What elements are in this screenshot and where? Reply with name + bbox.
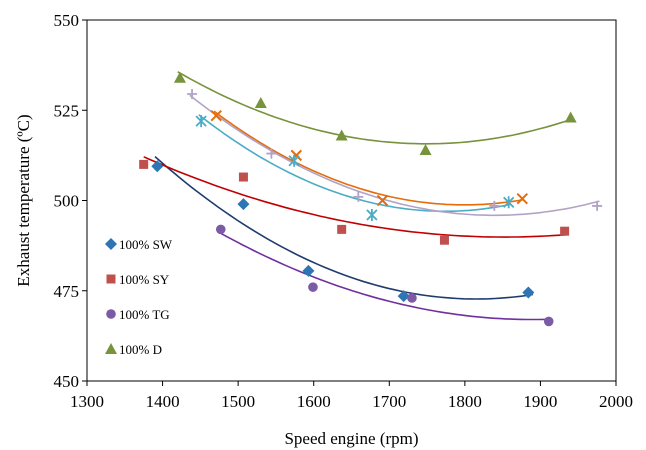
data-point-s1-5	[522, 286, 535, 299]
data-point-s5-4	[516, 192, 528, 205]
data-point-s3-1	[215, 224, 226, 235]
y-tick-label: 525	[54, 101, 80, 120]
data-point-s7-2	[266, 148, 277, 159]
data-point-s2-1	[139, 159, 149, 169]
trend-line-2	[143, 156, 567, 238]
y-tick-label: 450	[54, 372, 80, 391]
trend-lines	[143, 71, 600, 321]
legend-label-1: 100% SW	[119, 237, 173, 252]
y-axis-ticks: 450 475 500 525 550	[54, 11, 87, 391]
y-tick-label: 500	[54, 192, 80, 211]
legend-marker-2	[106, 274, 116, 284]
data-point-s3-4	[543, 316, 554, 327]
trend-line-6	[198, 114, 511, 213]
legend: 100% SW 100% SY 100% TG 100% D	[105, 237, 173, 357]
data-point-s1-1	[151, 160, 164, 173]
data-point-s4-2	[254, 97, 267, 109]
data-point-s2-3	[337, 224, 347, 234]
data-point-s6-4	[503, 196, 515, 209]
data-point-s6-3	[366, 208, 378, 221]
data-point-s7-3	[353, 191, 364, 202]
data-point-s4-5	[564, 111, 577, 123]
data-point-s5-3	[376, 194, 389, 207]
x-tick-label: 1300	[70, 392, 104, 411]
x-axis-title: Speed engine (rpm)	[284, 429, 418, 448]
y-axis-title: Exhaust temperature (ºC)	[14, 114, 33, 286]
legend-marker-3	[106, 309, 116, 319]
x-tick-label: 1900	[523, 392, 557, 411]
data-point-s3-2	[308, 282, 318, 292]
trend-line-7	[189, 94, 600, 217]
data-point-s4-3	[335, 129, 348, 141]
legend-marker-4	[105, 343, 117, 354]
x-tick-label: 1600	[297, 392, 331, 411]
data-point-s4-1	[173, 71, 186, 83]
data-point-s2-5	[560, 226, 570, 236]
y-tick-label: 550	[54, 11, 80, 30]
legend-label-2: 100% SY	[119, 272, 170, 287]
data-point-s5-1	[210, 109, 222, 122]
data-point-s1-3	[302, 264, 315, 277]
legend-marker-1	[105, 238, 117, 250]
plot-area	[86, 19, 617, 382]
trend-line-4	[177, 71, 573, 145]
x-tick-label: 1500	[221, 392, 255, 411]
data-point-s7-5	[592, 200, 603, 211]
x-tick-label: 1700	[372, 392, 406, 411]
legend-label-3: 100% TG	[119, 307, 170, 322]
trend-line-3	[220, 232, 550, 321]
plot-border	[86, 19, 617, 382]
data-point-s1-2	[237, 198, 250, 211]
trend-line-5	[213, 110, 524, 206]
x-tick-label: 1800	[448, 392, 482, 411]
y-tick-label: 475	[54, 282, 80, 301]
data-point-s1-4	[397, 290, 410, 303]
data-point-s6-1	[195, 115, 207, 128]
data-point-s4-4	[419, 143, 432, 155]
data-markers	[139, 71, 603, 327]
data-point-s3-3	[407, 293, 417, 303]
data-point-s7-4	[489, 200, 500, 211]
data-point-s6-2	[288, 154, 300, 167]
legend-label-4: 100% D	[119, 342, 162, 357]
data-point-s2-2	[238, 172, 248, 182]
data-point-s2-4	[439, 235, 449, 245]
data-point-s7-1	[187, 89, 198, 100]
x-tick-label: 1400	[146, 392, 180, 411]
x-tick-label: 2000	[599, 392, 633, 411]
trend-line-1	[154, 155, 534, 300]
x-axis-ticks: 1300 1400 1500 1600 1700 1800 1900 2000	[70, 381, 633, 411]
